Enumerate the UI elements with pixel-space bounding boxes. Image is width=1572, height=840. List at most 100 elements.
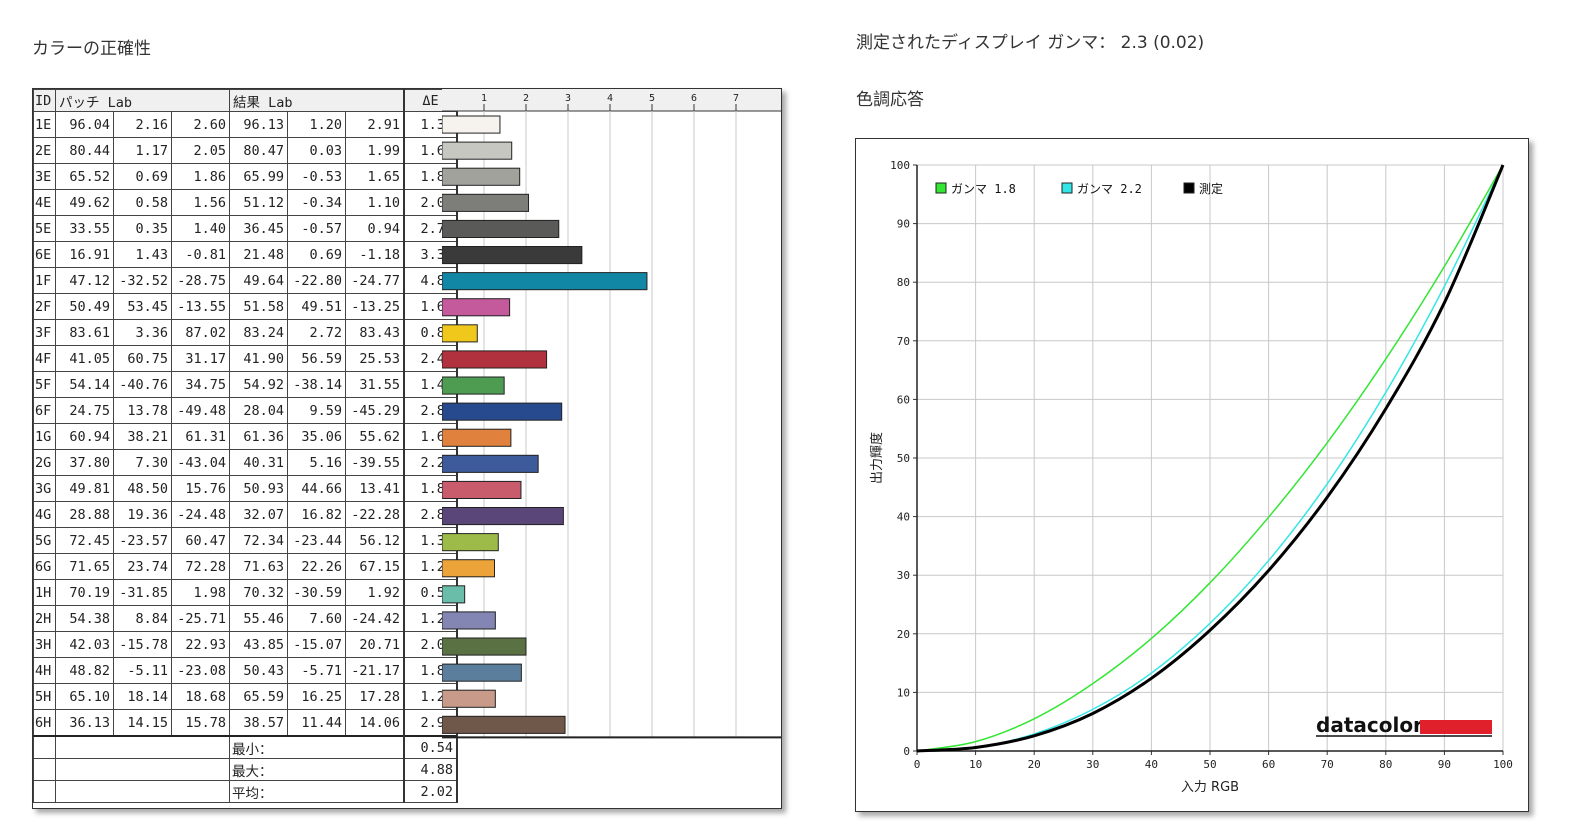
- x-tick-label: 30: [1086, 758, 1099, 771]
- y-tick-label: 90: [897, 218, 910, 231]
- patch-b: 1.56: [171, 189, 230, 216]
- delta-e-bar: [442, 141, 513, 160]
- row-id: 6F: [33, 397, 56, 424]
- row-id: 6H: [33, 709, 56, 737]
- result-a: 7.60: [287, 605, 346, 632]
- header-result-lab: 結果 Lab: [229, 89, 405, 112]
- legend-swatch: [1061, 182, 1073, 194]
- y-tick-label: 60: [897, 393, 910, 406]
- tone-response-title: 色調応答: [856, 90, 924, 110]
- patch-l: 36.13: [55, 709, 114, 737]
- patch-b: 15.76: [171, 475, 230, 502]
- measured-gamma-label: 測定されたディスプレイ ガンマ：: [856, 33, 1116, 53]
- patch-b: -28.75: [171, 267, 230, 294]
- row-id: 1F: [33, 267, 56, 294]
- patch-a: 2.16: [113, 111, 172, 138]
- patch-b: 34.75: [171, 371, 230, 398]
- patch-l: 54.14: [55, 371, 114, 398]
- result-l: 51.58: [229, 293, 288, 320]
- y-tick-label: 20: [897, 628, 910, 641]
- patch-l: 71.65: [55, 553, 114, 580]
- table-row: 3H 42.03 -15.78 22.93 43.85 -15.07 20.71 2.00: [33, 631, 458, 658]
- delta-e-bar: [442, 298, 511, 317]
- delta-e-bar: [442, 480, 522, 499]
- patch-l: 70.19: [55, 579, 114, 606]
- patch-a: 13.78: [113, 397, 172, 424]
- patch-b: -13.55: [171, 293, 230, 320]
- result-b: 1.99: [345, 137, 405, 164]
- table-row: 4F 41.05 60.75 31.17 41.90 56.59 25.53 2.49: [33, 345, 458, 372]
- result-l: 55.46: [229, 605, 288, 632]
- table-row: 5G 72.45 -23.57 60.47 72.34 -23.44 56.12 1.34: [33, 527, 458, 554]
- color-accuracy-panel: ID パッチ Lab 結果 Lab ΔE 1E 96.04 2.16 2.60 96.1…: [32, 88, 782, 809]
- row-id: 5H: [33, 683, 56, 710]
- delta-e-bar: [442, 663, 522, 682]
- patch-l: 41.05: [55, 345, 114, 372]
- result-b: 14.06: [345, 709, 405, 737]
- row-id: 2E: [33, 137, 56, 164]
- delta-e-bar: [442, 507, 564, 526]
- patch-b: -0.81: [171, 241, 230, 268]
- scale-tick-label: 5: [649, 93, 655, 104]
- patch-l: 49.81: [55, 475, 114, 502]
- delta-e-bar: [442, 637, 527, 656]
- patch-b: 2.60: [171, 111, 230, 138]
- patch-a: 38.21: [113, 423, 172, 450]
- result-a: 44.66: [287, 475, 346, 502]
- measured-gamma: 測定されたディスプレイ ガンマ： 2.3 (0.02): [856, 28, 1204, 53]
- x-tick-label: 80: [1379, 758, 1392, 771]
- row-id: 5G: [33, 527, 56, 554]
- patch-l: 49.62: [55, 189, 114, 216]
- patch-l: 42.03: [55, 631, 114, 658]
- patch-a: 7.30: [113, 449, 172, 476]
- scale-tick-label: 7: [733, 93, 739, 104]
- x-axis-label: 入力 RGB: [1181, 780, 1239, 795]
- header-id: ID: [33, 89, 56, 112]
- patch-a: 1.17: [113, 137, 172, 164]
- summary-empty-patch: [55, 735, 230, 759]
- delta-e-bar: [442, 402, 563, 421]
- table-row: 3E 65.52 0.69 1.86 65.99 -0.53 1.65 1.85: [33, 163, 458, 190]
- row-id: 5E: [33, 215, 56, 242]
- result-l: 41.90: [229, 345, 288, 372]
- result-a: -0.57: [287, 215, 346, 242]
- result-l: 36.45: [229, 215, 288, 242]
- table-row: 6H 36.13 14.15 15.78 38.57 11.44 14.06 2.93: [33, 709, 458, 737]
- row-id: 4H: [33, 657, 56, 684]
- result-a: -22.80: [287, 267, 346, 294]
- patch-a: 60.75: [113, 345, 172, 372]
- delta-e-bar: [442, 689, 496, 708]
- patch-b: -24.48: [171, 501, 230, 528]
- table-row: 3F 83.61 3.36 87.02 83.24 2.72 83.43 0.84: [33, 319, 458, 346]
- table-row: 1H 70.19 -31.85 1.98 70.32 -30.59 1.92 0.54: [33, 579, 458, 606]
- delta-e-bar: [442, 611, 496, 630]
- result-l: 28.04: [229, 397, 288, 424]
- row-id: 5F: [33, 371, 56, 398]
- row-id: 4E: [33, 189, 56, 216]
- patch-l: 24.75: [55, 397, 114, 424]
- summary-label: 平均：: [229, 780, 405, 803]
- y-tick-label: 50: [897, 452, 910, 465]
- result-b: -13.25: [345, 293, 405, 320]
- table-row: 2H 54.38 8.84 -25.71 55.46 7.60 -24.42 1.27: [33, 605, 458, 632]
- scale-tick-label: 4: [607, 93, 613, 104]
- result-b: 1.65: [345, 163, 405, 190]
- patch-b: -49.48: [171, 397, 230, 424]
- delta-e-bar: [442, 376, 505, 395]
- result-l: 50.93: [229, 475, 288, 502]
- x-tick-label: 50: [1203, 758, 1216, 771]
- y-tick-label: 70: [897, 335, 910, 348]
- result-a: 0.03: [287, 137, 346, 164]
- result-a: -23.44: [287, 527, 346, 554]
- delta-e-bar: [442, 428, 512, 447]
- table-row: 3G 49.81 48.50 15.76 50.93 44.66 13.41 1.88: [33, 475, 458, 502]
- y-axis-label: 出力輝度: [869, 432, 885, 484]
- result-a: -0.53: [287, 163, 346, 190]
- result-a: 11.44: [287, 709, 346, 737]
- patch-l: 16.91: [55, 241, 114, 268]
- patch-b: 1.98: [171, 579, 230, 606]
- table-row: 4H 48.82 -5.11 -23.08 50.43 -5.71 -21.17 1.89: [33, 657, 458, 684]
- result-b: -45.29: [345, 397, 405, 424]
- summary-label: 最小：: [229, 735, 405, 759]
- patch-a: -23.57: [113, 527, 172, 554]
